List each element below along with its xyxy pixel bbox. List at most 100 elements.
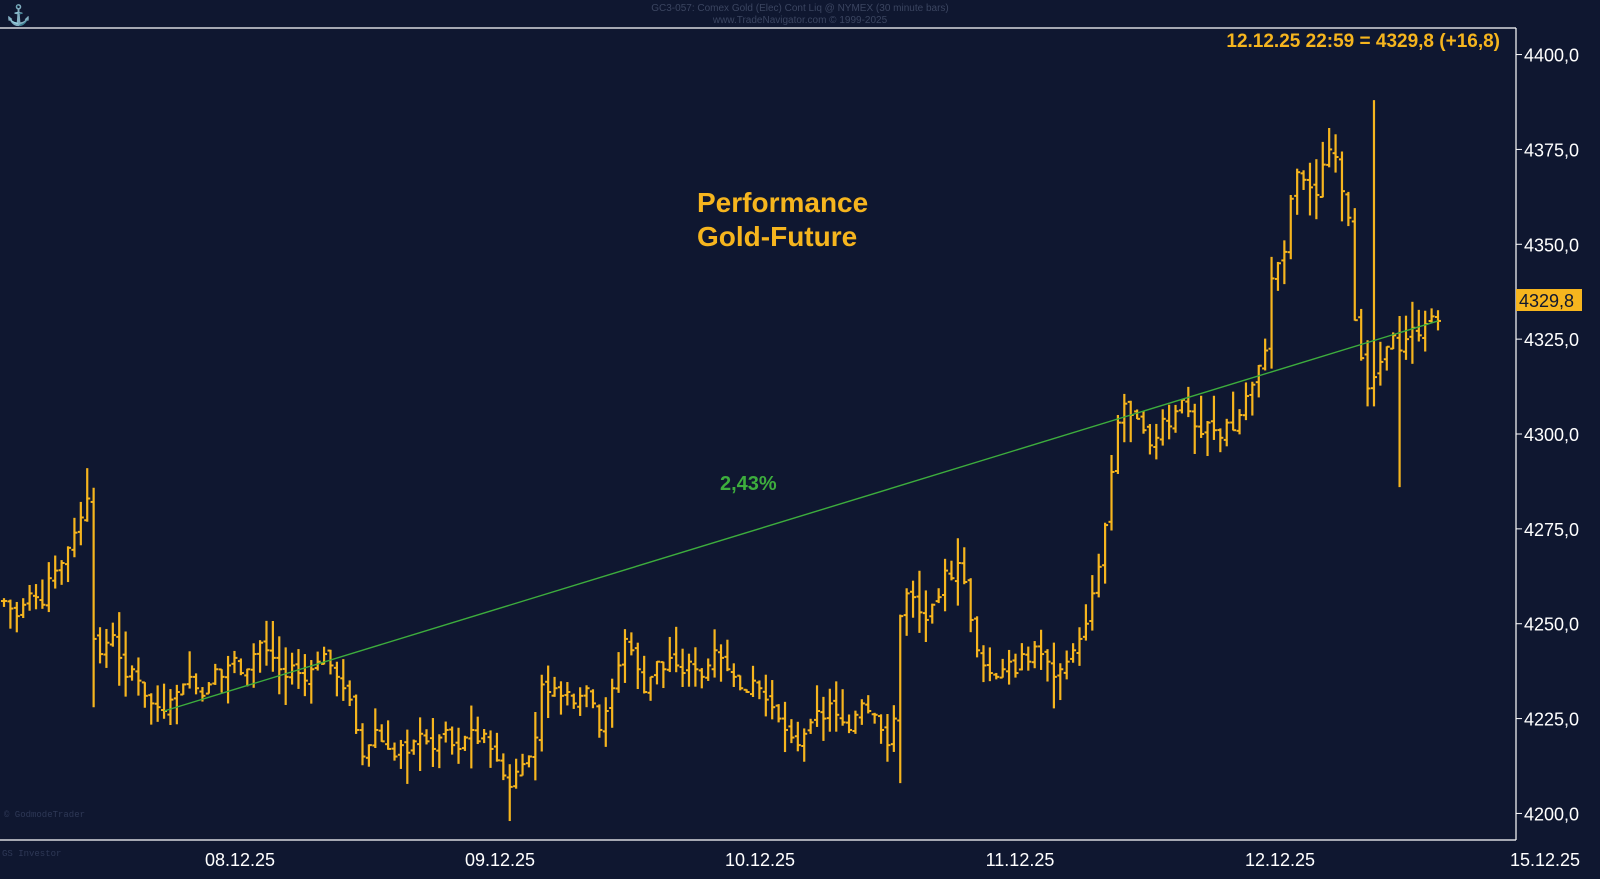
ohlc-bar [679, 648, 686, 687]
ohlc-bar [1281, 240, 1288, 285]
y-tick-label: 4300,0 [1524, 425, 1579, 445]
ohlc-bar [890, 705, 897, 752]
ohlc-bar [148, 693, 155, 725]
ohlc-bar [173, 684, 180, 725]
x-tick-label: 15.12.25 [1510, 850, 1580, 870]
ohlc-bar [250, 643, 257, 688]
ohlc-bar [365, 744, 372, 767]
ohlc-bar [705, 658, 712, 681]
ohlc-bar [1345, 191, 1352, 227]
ohlc-bar [935, 588, 942, 604]
ohlc-bar [1409, 301, 1416, 364]
ohlc-bar [1249, 381, 1256, 416]
ohlc-bar [97, 627, 104, 664]
ohlc-bar [180, 683, 187, 696]
ohlc-bar [711, 629, 718, 678]
ohlc-bar [410, 739, 417, 755]
y-axis: 4200,0 4225,0 4250,0 4275,0 4300,0 4325,0 4350… [1516, 46, 1579, 824]
chart-title-line2: Gold-Future [697, 221, 857, 252]
ohlc-bar [519, 753, 526, 777]
ohlc-bar [698, 668, 705, 689]
ohlc-bar [423, 729, 430, 745]
ohlc-bar [474, 716, 481, 745]
ohlc-bar [1006, 649, 1013, 685]
ohlc-bar [730, 663, 737, 687]
chart-frame [0, 27, 1517, 841]
ohlc-bar [1415, 309, 1422, 342]
ohlc-bar [167, 689, 174, 725]
ohlc-bar [1217, 428, 1224, 453]
ohlc-bar [980, 645, 987, 683]
ohlc-bar [1351, 208, 1358, 322]
ohlc-bar [122, 631, 129, 697]
ohlc-bar [666, 636, 673, 673]
ohlc-bar [641, 655, 648, 694]
ohlc-bar [193, 673, 200, 695]
ohlc-bar [26, 584, 33, 611]
ohlc-bar [263, 620, 270, 666]
ohlc-bar [295, 649, 302, 689]
x-axis: 08.12.25 09.12.25 10.12.25 11.12.25 12.12.25… [205, 850, 1580, 870]
ohlc-bar [13, 601, 20, 633]
ohlc-bar [1210, 395, 1217, 440]
ohlc-bar [1370, 100, 1377, 407]
ohlc-bar [1121, 393, 1128, 443]
ohlc-bar [154, 685, 161, 722]
last-price-tag: 4329,8 [1516, 289, 1582, 311]
ohlc-bar [276, 636, 283, 695]
ohlc-bar [500, 753, 507, 781]
ohlc-bar [628, 632, 635, 656]
ohlc-bar [506, 764, 513, 822]
ohlc-bar [1, 598, 7, 607]
ohlc-bar [429, 718, 436, 767]
footer-text: GS Investor [2, 849, 62, 859]
ohlc-bar [186, 651, 193, 689]
ohlc-bar [1313, 159, 1320, 220]
ohlc-bar [1012, 653, 1019, 678]
ohlc-bar [967, 578, 974, 633]
ohlc-bar [807, 718, 814, 734]
y-tick-label: 4350,0 [1524, 235, 1579, 255]
ohlc-bar [852, 710, 859, 734]
ohlc-bar [314, 651, 321, 671]
ohlc-bar [1057, 663, 1064, 701]
ohlc-bar [449, 726, 456, 755]
ohlc-bar [583, 685, 590, 708]
ohlc-bar [372, 708, 379, 748]
ohlc-bar [455, 727, 462, 764]
ohlc-bar [974, 616, 981, 658]
x-tick-label: 11.12.25 [986, 850, 1055, 870]
ohlc-bar [750, 665, 757, 697]
y-tick-label: 4325,0 [1524, 330, 1579, 350]
ohlc-bar [1364, 340, 1371, 407]
ohlc-bar [378, 724, 385, 743]
ohlc-bar [1236, 409, 1243, 435]
ohlc-bar [1127, 400, 1134, 443]
ohlc-bar [718, 644, 724, 682]
ohlc-bar [33, 584, 40, 610]
ohlc-bar [897, 614, 904, 784]
ohlc-bar [1185, 386, 1192, 418]
ohlc-bar [493, 732, 500, 762]
ohlc-bar [788, 719, 795, 744]
ohlc-bar [461, 735, 468, 751]
ohlc-bar [910, 580, 917, 618]
ohlc-bar [545, 665, 552, 719]
ohlc-bar [20, 598, 27, 619]
ohlc-bar [525, 755, 532, 768]
ohlc-bar [1377, 341, 1384, 386]
ohlc-bar [922, 590, 929, 643]
ohlc-bar [692, 647, 699, 687]
ohlc-bar [1396, 316, 1403, 488]
ohlc-bar [878, 714, 885, 744]
ohlc-bar [231, 650, 238, 674]
x-tick-label: 08.12.25 [205, 850, 275, 870]
ohlc-bar [993, 672, 1000, 680]
ohlc-bar [570, 693, 577, 709]
ohlc-bar [385, 720, 392, 750]
ohlc-bar [52, 555, 59, 589]
ohlc-bar [39, 579, 46, 609]
ohlc-bar [999, 658, 1006, 679]
ohlc-bar [724, 639, 731, 672]
